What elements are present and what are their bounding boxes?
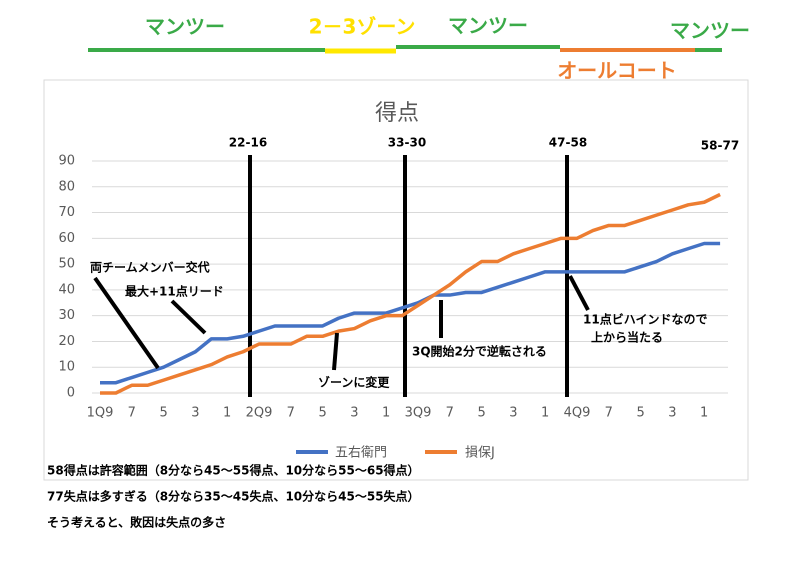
phase-label: マンツー xyxy=(145,15,225,39)
x-tick-label: 1Q9 xyxy=(87,406,114,421)
x-tick-label: 3 xyxy=(668,406,676,421)
x-tick-label: 5 xyxy=(159,406,167,421)
annotation: 両チームメンバー交代 xyxy=(90,260,210,275)
note: 58得点は許容範囲（8分なら45～55得点、10分なら55～65得点） xyxy=(47,463,420,478)
annotation: 最大+11点リード xyxy=(125,284,224,299)
x-tick-label: 1 xyxy=(382,406,390,421)
legend-label: 損保J xyxy=(465,446,495,461)
phase-label: マンツー xyxy=(448,14,528,38)
x-tick-label: 1 xyxy=(700,406,708,421)
annotation-pointer xyxy=(93,276,160,370)
y-tick-label: 90 xyxy=(58,154,75,169)
y-tick-label: 40 xyxy=(58,282,75,297)
annotation-pointer xyxy=(332,332,339,371)
x-tick-label: 5 xyxy=(636,406,644,421)
x-tick-label: 2Q9 xyxy=(246,406,273,421)
y-tick-label: 30 xyxy=(58,308,75,323)
y-tick-label: 10 xyxy=(58,360,75,375)
x-tick-label: 7 xyxy=(128,406,136,421)
chart-title: 得点 xyxy=(375,101,419,126)
annotation-pointer xyxy=(170,299,207,335)
x-tick-label: 3Q9 xyxy=(405,406,432,421)
series-line xyxy=(100,192,721,395)
note: そう考えると、敗因は失点の多さ xyxy=(47,515,226,530)
annotation: 47-58 xyxy=(549,136,587,150)
x-tick-label: 7 xyxy=(605,406,613,421)
annotation: 上から当たる xyxy=(591,330,663,345)
phase-label: オールコート xyxy=(557,59,677,83)
y-tick-label: 0 xyxy=(67,386,75,401)
annotation-pointer xyxy=(568,275,590,311)
y-tick-label: 20 xyxy=(58,334,75,349)
series-line xyxy=(100,241,721,385)
legend-label: 五右衛門 xyxy=(335,446,387,461)
y-tick-label: 50 xyxy=(58,257,75,272)
x-tick-label: 7 xyxy=(287,406,295,421)
x-tick-label: 3 xyxy=(191,406,199,421)
phase-label: マンツー xyxy=(670,19,750,43)
phase-label: 2－3ゾーン xyxy=(309,15,416,39)
x-tick-label: 5 xyxy=(318,406,326,421)
annotation: 33-30 xyxy=(388,136,426,150)
x-tick-label: 7 xyxy=(446,406,454,421)
x-tick-label: 1 xyxy=(541,406,549,421)
annotation: 22-16 xyxy=(229,136,267,150)
annotation: ゾーンに変更 xyxy=(318,375,390,390)
annotation: 3Q開始2分で逆転される xyxy=(412,344,547,359)
y-tick-label: 60 xyxy=(58,231,75,246)
y-tick-label: 70 xyxy=(58,205,75,220)
chart-frame xyxy=(43,79,749,481)
x-tick-label: 4Q9 xyxy=(564,406,591,421)
annotation: 58-77 xyxy=(701,139,739,153)
x-tick-label: 3 xyxy=(350,406,358,421)
note: 77失点は多すぎる（8分なら35～45失点、10分なら45～55失点） xyxy=(47,489,420,504)
y-tick-label: 80 xyxy=(58,179,75,194)
x-tick-label: 5 xyxy=(477,406,485,421)
x-tick-label: 3 xyxy=(509,406,517,421)
x-tick-label: 1 xyxy=(223,406,231,421)
annotation: 11点ビハインドなので xyxy=(583,312,707,327)
